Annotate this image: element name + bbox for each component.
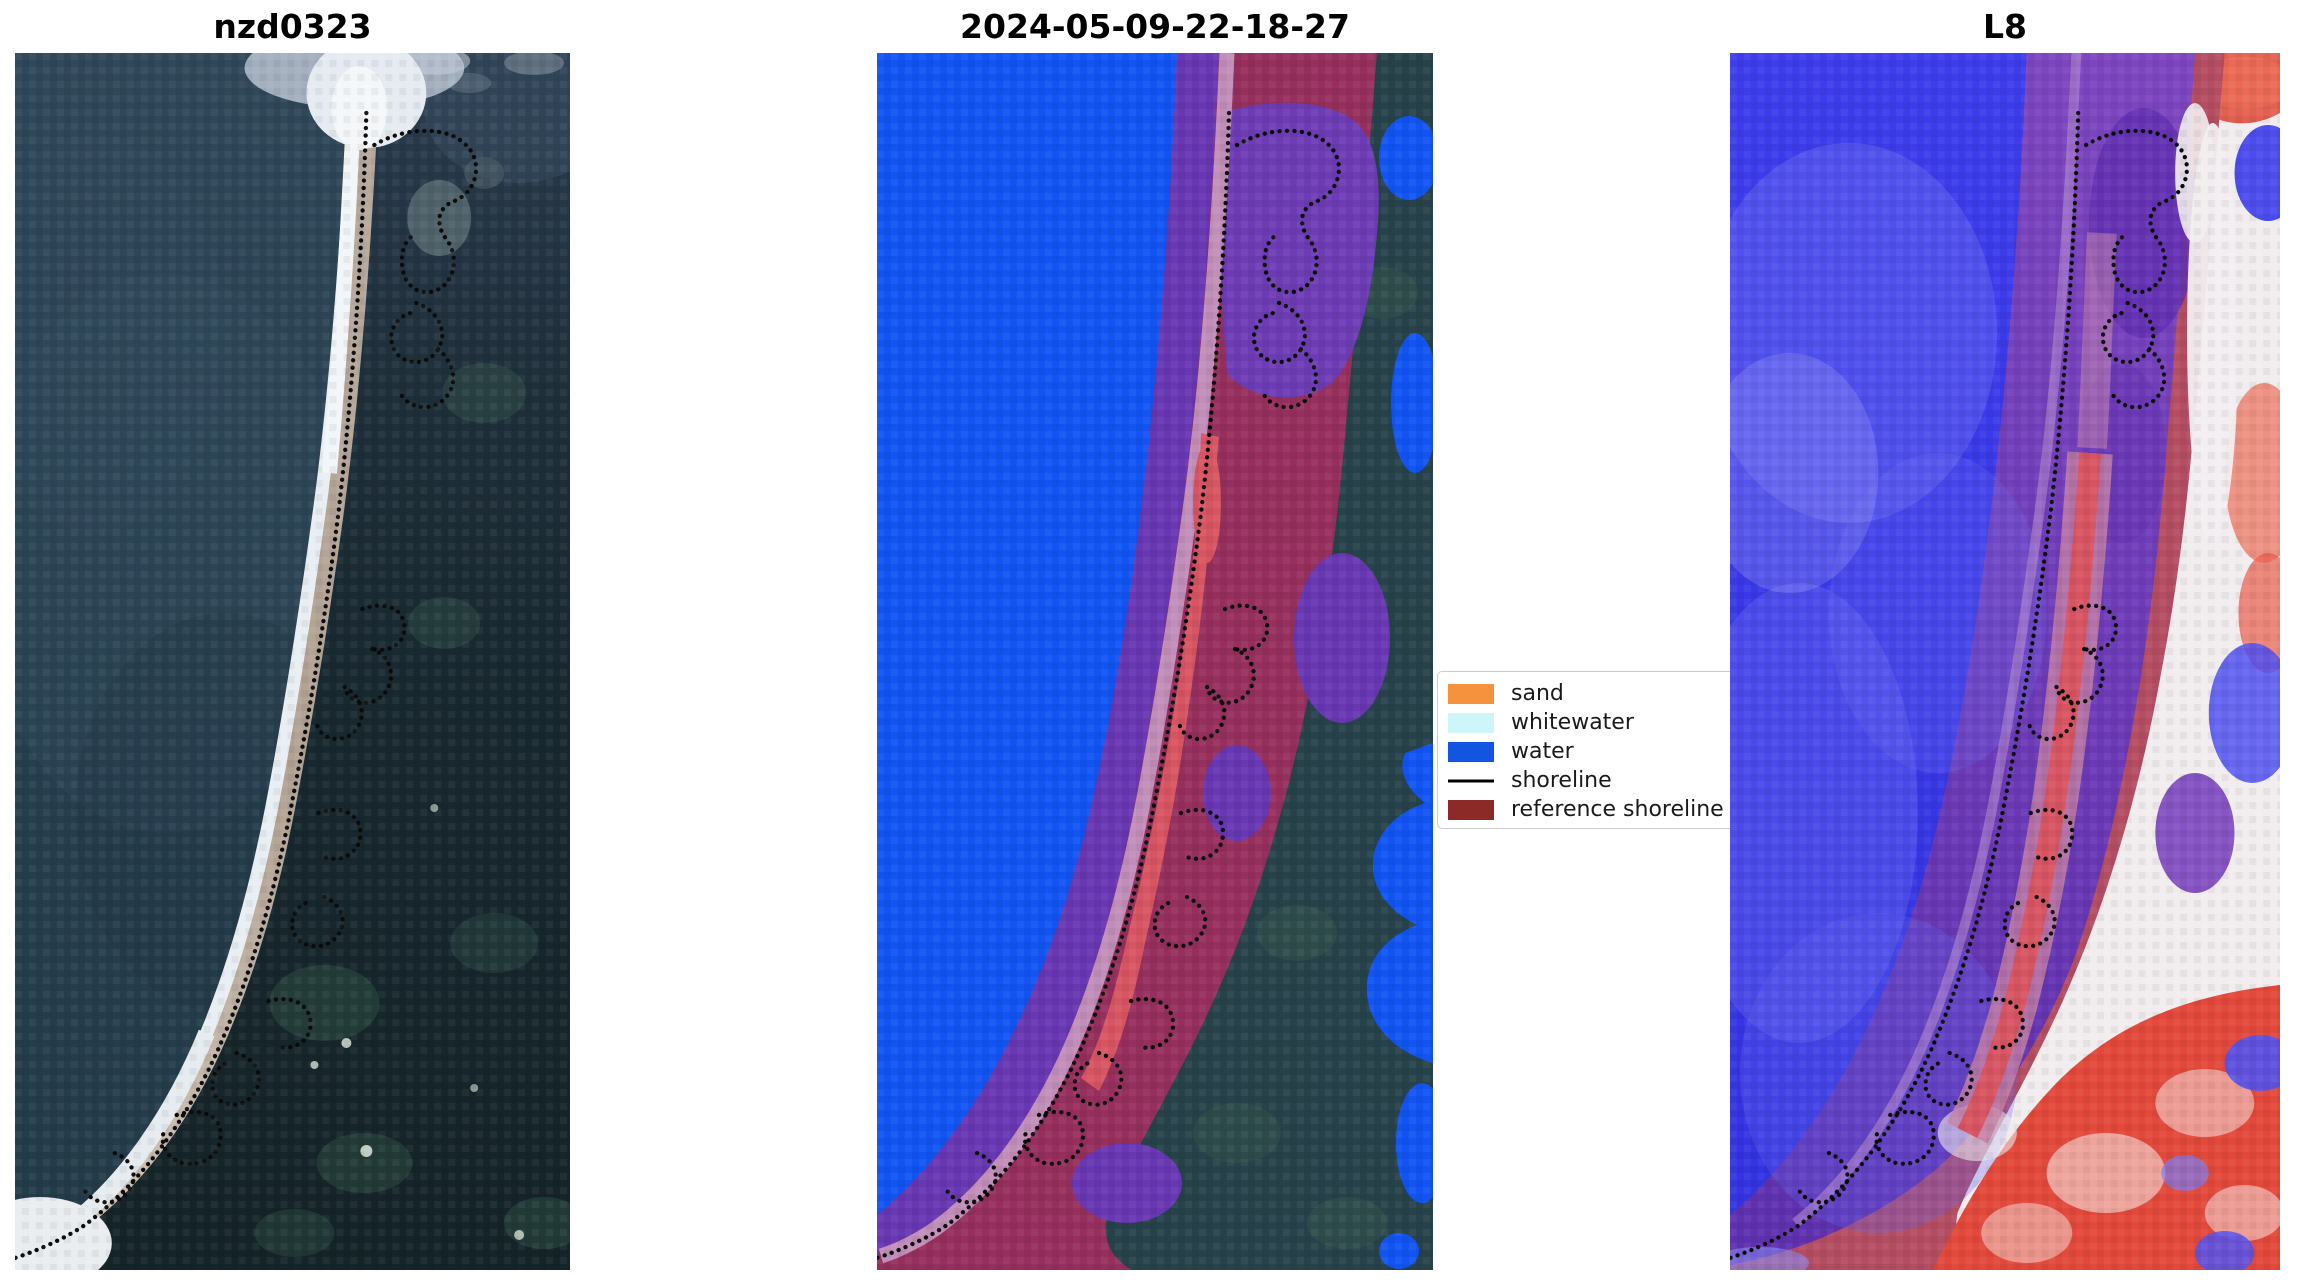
satellite-rgb-image xyxy=(15,53,570,1270)
legend-label-water: water xyxy=(1511,739,1574,764)
panel-title-rgb: nzd0323 xyxy=(213,7,372,46)
legend-item-shoreline: shoreline xyxy=(1448,766,1766,795)
water-swatch-icon xyxy=(1448,741,1494,762)
legend-item-whitewater: whitewater xyxy=(1448,708,1766,737)
legend-label-shoreline: shoreline xyxy=(1511,768,1612,793)
legend: sand whitewater water shoreline referenc… xyxy=(1437,671,1767,829)
reference-buffer-swatch-icon xyxy=(1448,799,1494,820)
legend-item-sand: sand xyxy=(1448,679,1766,708)
panel-title-l8: L8 xyxy=(1983,7,2027,46)
legend-item-water: water xyxy=(1448,737,1766,766)
shoreline-line-icon xyxy=(1448,779,1494,782)
classified-image xyxy=(877,53,1433,1270)
legend-label-sand: sand xyxy=(1511,681,1564,706)
legend-item-reference-buffer: reference shoreline buffer xyxy=(1448,795,1766,824)
panel-title-date: 2024-05-09-22-18-27 xyxy=(960,7,1350,46)
legend-label-whitewater: whitewater xyxy=(1511,710,1634,735)
index-image xyxy=(1730,53,2280,1270)
sand-swatch-icon xyxy=(1448,683,1494,704)
legend-label-reference-buffer: reference shoreline buffer xyxy=(1511,797,1766,822)
whitewater-swatch-icon xyxy=(1448,712,1494,733)
